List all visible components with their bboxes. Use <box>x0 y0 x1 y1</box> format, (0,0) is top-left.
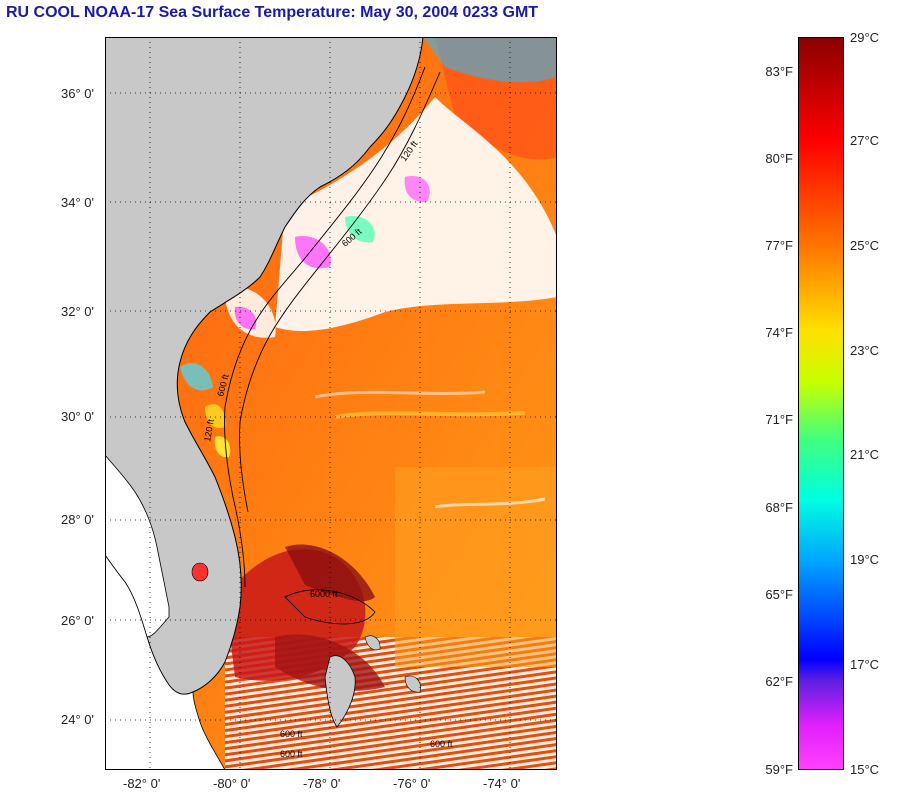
map-title: RU COOL NOAA-17 Sea Surface Temperature:… <box>6 4 539 21</box>
lat-tick-label: 30° 0' <box>61 409 94 424</box>
colorbar-f-label: 83°F <box>765 64 793 79</box>
colorbar-f-label: 77°F <box>765 238 793 253</box>
lon-tick-label: -74° 0' <box>483 776 521 791</box>
colorbar-c-label: 23°C <box>850 343 880 358</box>
colorbar-c-label: 15°C <box>850 762 880 777</box>
sst-map-canvas: 120 ft 600 ft 600 ft 6000 ft 600 ft 600 … <box>105 37 557 770</box>
colorbar-c-label: 27°C <box>850 133 880 148</box>
isobath-label: 6000 ft <box>310 589 338 599</box>
colorbar-f-label: 62°F <box>765 674 793 689</box>
colorbar-f-label: 65°F <box>765 587 793 602</box>
colorbar-c-label: 21°C <box>850 447 880 462</box>
colorbar-f-label: 80°F <box>765 151 793 166</box>
map-frame <box>105 37 557 770</box>
sst-map: 120 ft 600 ft 600 ft 6000 ft 600 ft 600 … <box>105 37 557 770</box>
isobath-label: 600 ft <box>280 749 303 759</box>
colorbar-f-label: 59°F <box>765 762 793 777</box>
lon-tick-label: -80° 0' <box>213 776 251 791</box>
isobath-label: 600 ft <box>280 729 303 739</box>
isobath-label: 120 ft <box>202 418 216 442</box>
lon-tick-label: -78° 0' <box>303 776 341 791</box>
colorbar-c-label: 29°C <box>850 30 880 45</box>
colorbar-f-label: 74°F <box>765 325 793 340</box>
lat-tick-label: 32° 0' <box>61 304 94 319</box>
colorbar-gradient <box>799 38 843 769</box>
colorbar-c-label: 19°C <box>850 552 880 567</box>
lon-tick-label: -76° 0' <box>393 776 431 791</box>
lat-tick-label: 24° 0' <box>61 712 94 727</box>
cloud-mask <box>275 97 557 332</box>
lat-tick-label: 36° 0' <box>61 86 94 101</box>
colorbar-f-label: 71°F <box>765 412 793 427</box>
colorbar-c-label: 17°C <box>850 657 880 672</box>
graticule <box>105 37 557 770</box>
colorbar-c-label: 25°C <box>850 238 880 253</box>
lon-tick-label: -82° 0' <box>123 776 161 791</box>
lat-tick-label: 26° 0' <box>61 613 94 628</box>
colorbar-f-label: 68°F <box>765 500 793 515</box>
isobath-line <box>224 66 426 588</box>
temperature-colorbar <box>798 37 844 770</box>
isobath-label: 600 ft <box>430 739 453 749</box>
lat-tick-label: 28° 0' <box>61 512 94 527</box>
lat-tick-label: 34° 0' <box>61 195 94 210</box>
